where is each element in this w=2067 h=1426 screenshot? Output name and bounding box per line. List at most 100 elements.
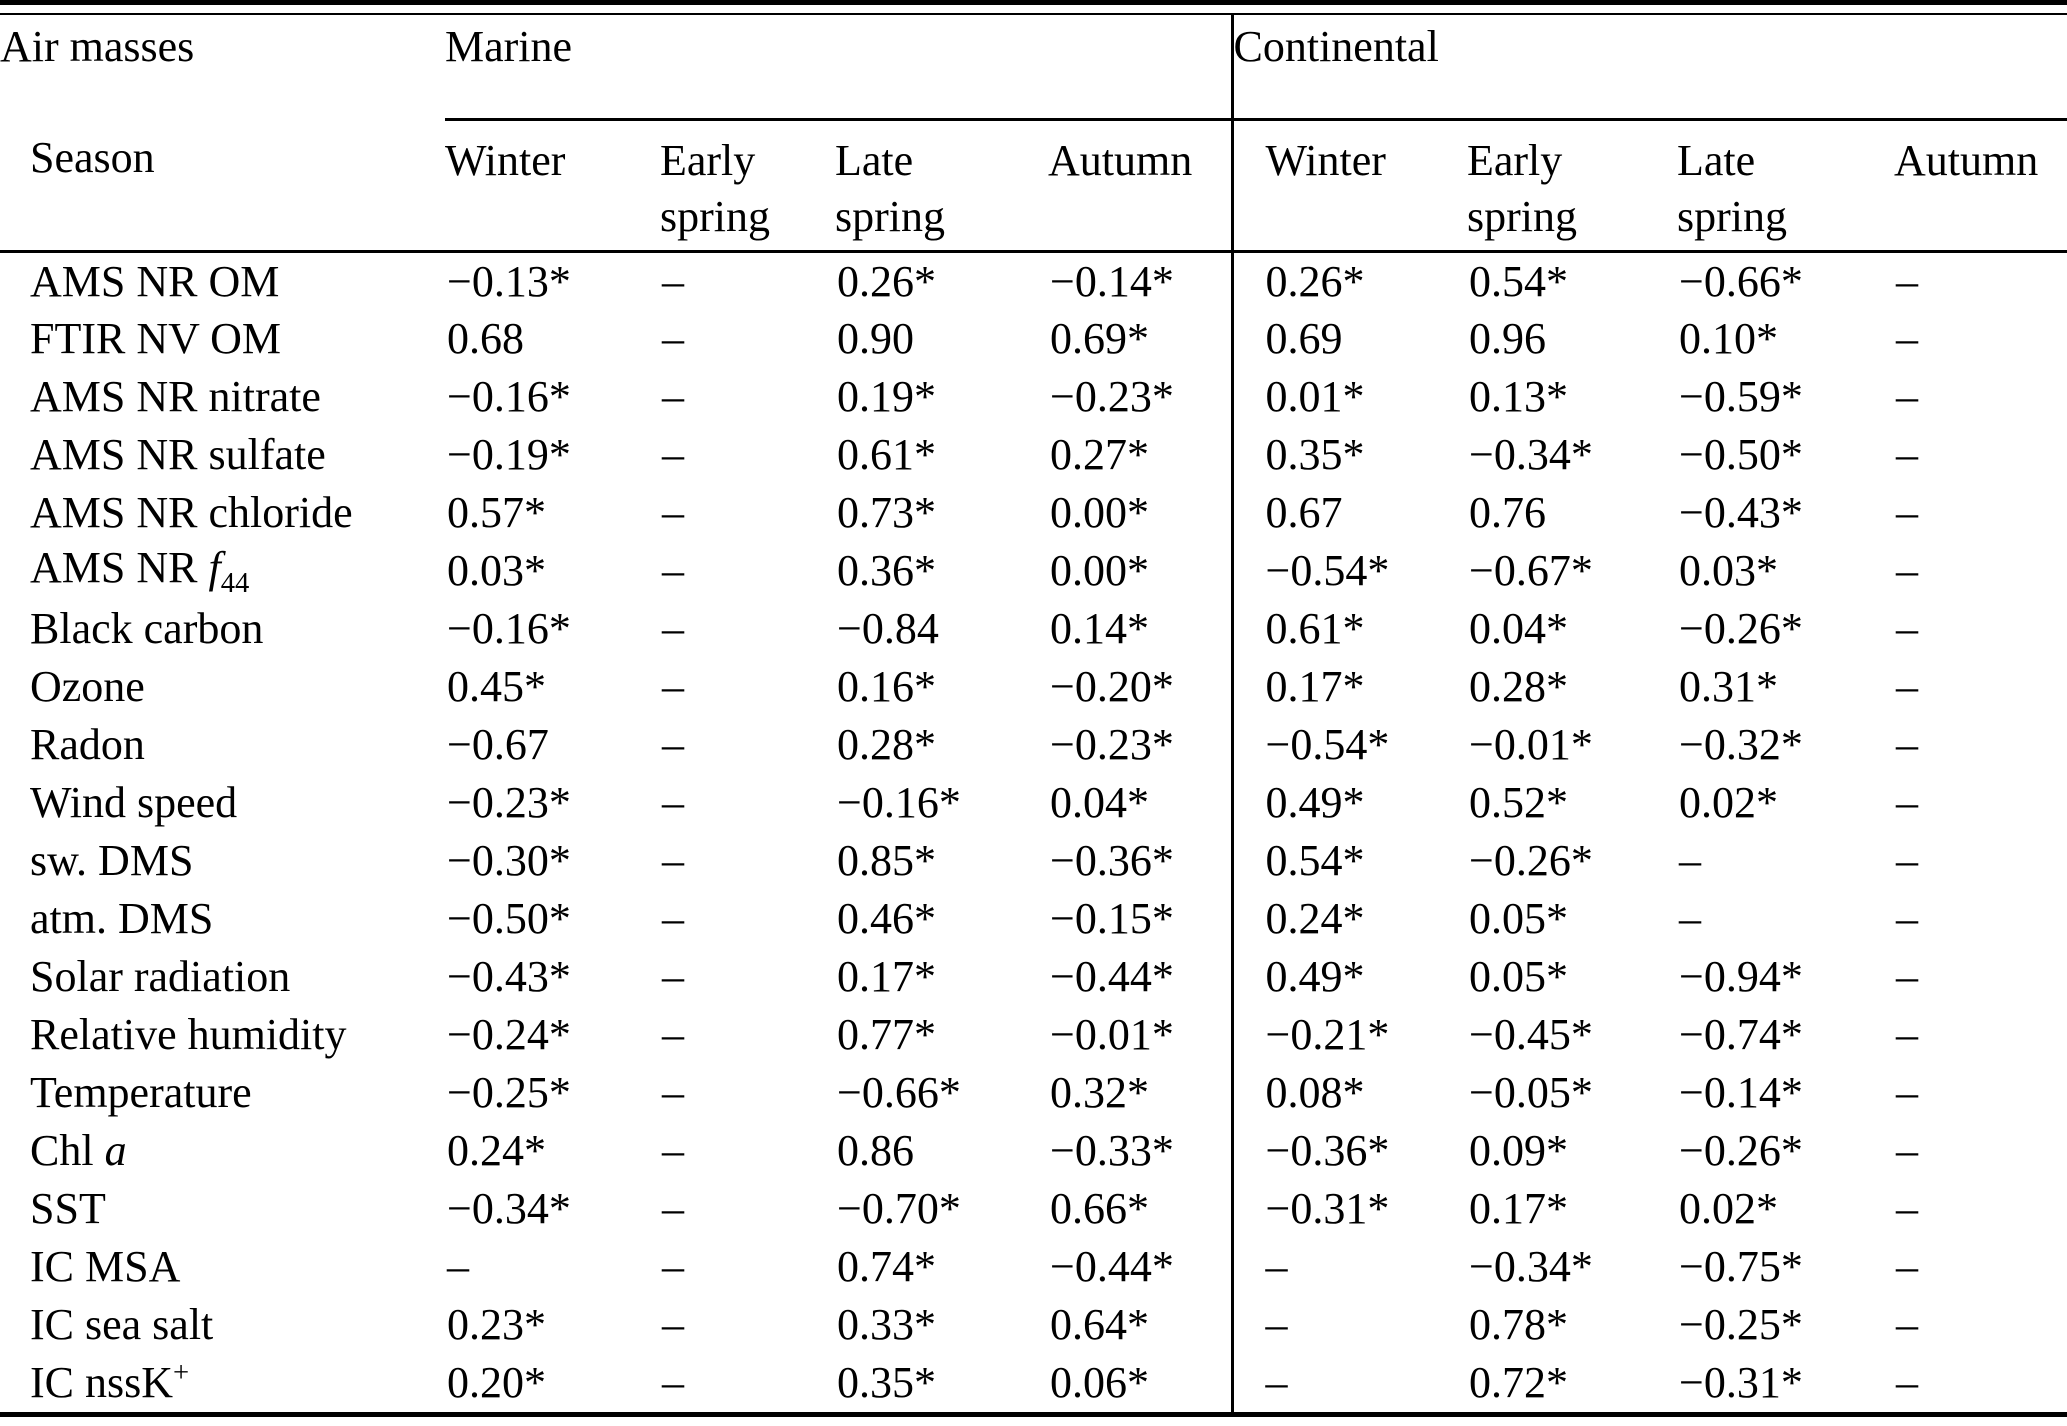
season-header-text: Winter <box>445 136 566 185</box>
cell-continental-early-spring: 0.28* <box>1469 662 1568 711</box>
cell-continental-late-spring: −0.25* <box>1679 1300 1803 1349</box>
cell-marine-winter: −0.34* <box>447 1184 571 1233</box>
cell-marine-winter: 0.24* <box>447 1126 546 1175</box>
cell-marine-late-spring: 0.33* <box>837 1300 936 1349</box>
cell-continental-winter: 0.54* <box>1230 831 1467 890</box>
row-label: AMS NR f44 <box>30 542 250 599</box>
cell-marine-late-spring: 0.26* <box>837 256 936 306</box>
table-row: Temperature −0.25* – −0.66* 0.32* 0.08* … <box>0 1063 2067 1122</box>
cell-continental-autumn: – <box>1896 720 1918 769</box>
cell-continental-winter: 0.35* <box>1230 425 1467 484</box>
cell-marine-autumn: 0.64* <box>1050 1300 1149 1349</box>
cell-marine-early-spring: – <box>662 720 684 769</box>
cell-continental-early-spring: 0.05* <box>1469 894 1568 943</box>
row-label: IC nssK+ <box>30 1357 190 1407</box>
cell-continental-late-spring: −0.94* <box>1679 952 1803 1001</box>
cell-continental-late-spring: −0.59* <box>1679 372 1803 421</box>
cell-continental-late-spring: −0.43* <box>1679 488 1803 537</box>
group-continental-label: Continental <box>1230 15 2067 121</box>
cell-marine-early-spring: – <box>662 430 684 479</box>
cell-marine-autumn: 0.14* <box>1050 604 1149 653</box>
season-continental-early-spring: Early spring <box>1467 119 1677 253</box>
cell-marine-autumn: 0.32* <box>1050 1068 1149 1117</box>
cell-continental-winter: 0.01* <box>1230 367 1467 426</box>
cell-continental-early-spring: 0.54* <box>1469 256 1568 306</box>
cell-marine-autumn: −0.36* <box>1050 836 1174 885</box>
cell-marine-winter: −0.16* <box>447 372 571 421</box>
cell-marine-late-spring: −0.70* <box>837 1184 961 1233</box>
cell-continental-late-spring: – <box>1679 894 1701 943</box>
table-row: AMS NR OM −0.13* – 0.26* −0.14* 0.26* 0.… <box>0 251 2067 310</box>
cell-continental-early-spring: 0.05* <box>1469 952 1568 1001</box>
cell-continental-winter: 0.61* <box>1230 599 1467 658</box>
cell-continental-autumn: – <box>1896 836 1918 885</box>
season-continental-late-spring: Late spring <box>1677 119 1894 253</box>
cell-marine-early-spring: – <box>662 1068 684 1117</box>
season-label: Season <box>0 119 445 253</box>
cell-continental-early-spring: 0.78* <box>1469 1300 1568 1349</box>
row-label: atm. DMS <box>30 894 214 943</box>
table-row: Chl a 0.24* – 0.86 −0.33* −0.36* 0.09* −… <box>0 1121 2067 1180</box>
cell-marine-early-spring: – <box>662 1242 684 1291</box>
cell-marine-autumn: 0.06* <box>1050 1358 1149 1407</box>
cell-continental-early-spring: 0.13* <box>1469 372 1568 421</box>
cell-marine-winter: −0.16* <box>447 604 571 653</box>
cell-marine-autumn: −0.01* <box>1050 1010 1174 1059</box>
season-header-text: Early spring <box>1467 136 1577 241</box>
bottom-rule <box>0 1412 2067 1417</box>
season-header-row: Season Winter Early spring Late spring A… <box>0 119 2067 253</box>
row-label: Chl a <box>30 1126 127 1175</box>
cell-marine-winter: −0.67 <box>447 720 549 769</box>
table-row: SST −0.34* – −0.70* 0.66* −0.31* 0.17* 0… <box>0 1179 2067 1238</box>
cell-continental-early-spring: 0.04* <box>1469 604 1568 653</box>
cell-continental-autumn: – <box>1896 1184 1918 1233</box>
cell-continental-early-spring: −0.05* <box>1469 1068 1593 1117</box>
cell-marine-early-spring: – <box>662 314 684 363</box>
row-label: Radon <box>30 720 145 769</box>
cell-marine-winter: −0.24* <box>447 1010 571 1059</box>
cell-continental-autumn: – <box>1896 256 1918 306</box>
season-header-text: Late spring <box>1677 136 1787 241</box>
cell-marine-late-spring: 0.85* <box>837 836 936 885</box>
cell-continental-early-spring: 0.96 <box>1469 314 1546 363</box>
cell-continental-autumn: – <box>1896 314 1918 363</box>
cell-marine-early-spring: – <box>662 836 684 885</box>
cell-continental-late-spring: −0.14* <box>1679 1068 1803 1117</box>
cell-continental-winter: 0.08* <box>1230 1063 1467 1122</box>
cell-continental-late-spring: 0.03* <box>1679 546 1778 595</box>
cell-continental-early-spring: −0.26* <box>1469 836 1593 885</box>
cell-continental-winter: – <box>1230 1237 1467 1296</box>
cell-continental-winter: −0.21* <box>1230 1005 1467 1064</box>
season-header-text: Autumn <box>1048 136 1193 185</box>
cell-marine-late-spring: 0.16* <box>837 662 936 711</box>
cell-continental-late-spring: −0.66* <box>1679 256 1803 306</box>
cell-continental-winter: 0.69 <box>1230 309 1467 368</box>
cell-continental-early-spring: 0.76 <box>1469 488 1546 537</box>
cell-continental-early-spring: −0.67* <box>1469 546 1593 595</box>
cell-continental-early-spring: 0.72* <box>1469 1358 1568 1407</box>
cell-marine-late-spring: 0.73* <box>837 488 936 537</box>
cell-continental-autumn: – <box>1896 430 1918 479</box>
cell-continental-late-spring: 0.02* <box>1679 1184 1778 1233</box>
cell-continental-autumn: – <box>1896 778 1918 827</box>
row-label: Black carbon <box>30 604 264 653</box>
cell-continental-winter: −0.54* <box>1230 715 1467 774</box>
cell-marine-winter: 0.20* <box>447 1358 546 1407</box>
cell-continental-late-spring: 0.10* <box>1679 314 1778 363</box>
table-row: Black carbon −0.16* – −0.84 0.14* 0.61* … <box>0 599 2067 658</box>
cell-continental-autumn: – <box>1896 546 1918 595</box>
row-label: SST <box>30 1184 106 1233</box>
season-marine-late-spring: Late spring <box>835 119 1048 253</box>
table-row: Relative humidity −0.24* – 0.77* −0.01* … <box>0 1005 2067 1064</box>
cell-marine-early-spring: – <box>662 778 684 827</box>
season-marine-early-spring: Early spring <box>660 119 835 253</box>
row-label: Ozone <box>30 662 145 711</box>
row-label: AMS NR OM <box>30 256 280 306</box>
table-row: atm. DMS −0.50* – 0.46* −0.15* 0.24* 0.0… <box>0 889 2067 948</box>
cell-continental-autumn: – <box>1896 952 1918 1001</box>
cell-marine-winter: −0.50* <box>447 894 571 943</box>
cell-continental-autumn: – <box>1896 1242 1918 1291</box>
cell-marine-autumn: −0.44* <box>1050 952 1174 1001</box>
cell-marine-early-spring: – <box>662 1126 684 1175</box>
cell-continental-winter: 0.26* <box>1230 251 1467 310</box>
